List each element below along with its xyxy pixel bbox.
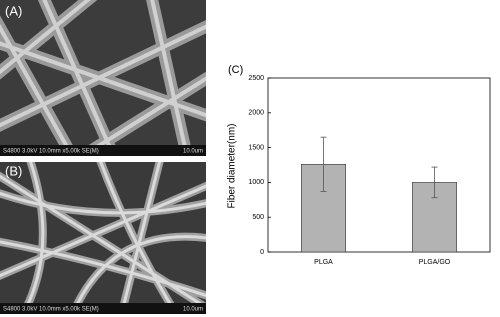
sem-caption: S4800 3.0kV 10.0mm x5.00k SE(M) [3, 149, 99, 155]
panel-label: (C) [228, 64, 243, 76]
plot-frame [267, 77, 491, 253]
x-tick-label: PLGA/GO [419, 259, 451, 266]
scale-label: 10.0um [183, 307, 203, 313]
sem-image-b [0, 162, 206, 314]
sem-image-a [0, 0, 206, 156]
sem-caption: S4800 3.0kV 10.0mm x5.00k SE(M) [3, 307, 99, 313]
error-bar [320, 136, 327, 192]
y-tick-label: 0 [260, 249, 264, 256]
y-tick-label: 2500 [248, 75, 264, 82]
y-tick-label: 1000 [248, 179, 264, 186]
error-bar [431, 166, 438, 199]
scale-label: 10.0um [183, 149, 203, 155]
y-axis-label: Fiber diameter(nm) [227, 123, 238, 208]
panel-label: (B) [5, 163, 22, 178]
y-tick-label: 1500 [248, 144, 264, 151]
panel-label: (A) [5, 3, 22, 18]
x-tick-label: PLGA [314, 259, 333, 266]
y-tick-label: 2000 [248, 110, 264, 117]
y-tick-label: 500 [252, 214, 264, 221]
